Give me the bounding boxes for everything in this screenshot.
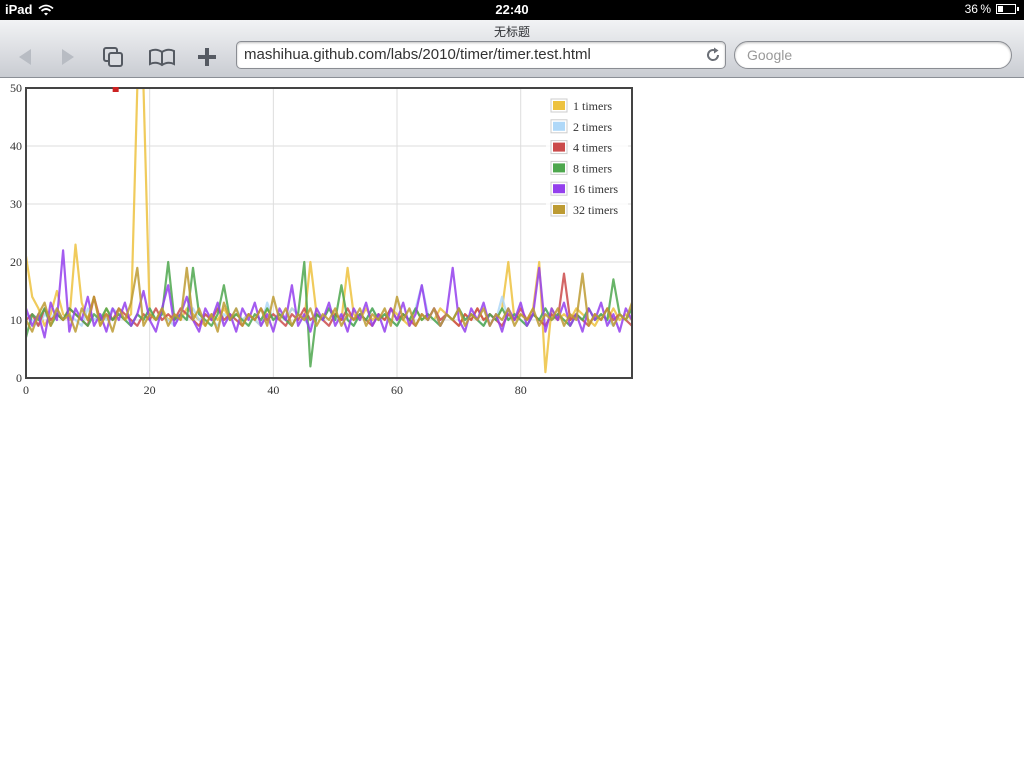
legend-swatch — [553, 121, 565, 131]
forward-icon[interactable] — [53, 44, 83, 70]
chart-grid — [26, 88, 632, 378]
search-input[interactable]: Google — [734, 41, 1012, 69]
legend-label: 4 timers — [573, 141, 612, 155]
legend-label: 8 timers — [573, 161, 612, 175]
timer-chart: 0 10 20 30 40 50 0 20 40 60 80 1 timers 2 timers 4 … — [10, 81, 633, 397]
battery-text: 36 % — [964, 2, 991, 16]
status-bar: iPad 22:40 36 % — [0, 0, 1024, 20]
page-title: 无标题 — [493, 25, 530, 39]
y-tick-label: 50 — [10, 81, 22, 95]
add-icon[interactable] — [192, 44, 222, 70]
wifi-icon — [38, 4, 55, 15]
x-tick-label: 40 — [267, 383, 279, 397]
x-tick-label: 60 — [391, 383, 403, 397]
y-tick-label: 20 — [10, 255, 22, 269]
chart-legend: 1 timers 2 timers 4 timers 8 timers 16 timer… — [546, 94, 628, 224]
plot-frame — [25, 87, 633, 379]
y-tick-label: 10 — [10, 313, 22, 327]
reload-icon[interactable] — [704, 46, 722, 64]
url-field[interactable]: mashihua.github.com/labs/2010/timer/time… — [236, 41, 726, 69]
x-tick-label: 80 — [515, 383, 527, 397]
pages-icon[interactable] — [98, 44, 128, 70]
legend-label: 1 timers — [573, 99, 612, 113]
legend-label: 16 timers — [573, 182, 618, 196]
y-tick-label: 40 — [10, 139, 22, 153]
y-tick-label: 30 — [10, 197, 22, 211]
x-tick-label: 20 — [144, 383, 156, 397]
y-tick-label: 0 — [16, 371, 22, 385]
legend-background — [546, 94, 628, 224]
legend-label: 2 timers — [573, 120, 612, 134]
back-icon[interactable] — [10, 44, 40, 70]
legend-swatch — [553, 163, 565, 173]
status-right: 36 % — [964, 2, 1019, 16]
status-time: 22:40 — [495, 2, 529, 17]
legend-swatch — [553, 184, 565, 194]
legend-swatch — [553, 205, 565, 214]
battery-tip — [1017, 7, 1019, 11]
chart-series — [26, 88, 632, 374]
legend-swatch — [553, 101, 565, 110]
chart-marker — [112, 87, 119, 92]
y-axis-ticks: 0 10 20 30 40 50 — [10, 81, 22, 385]
x-tick-label: 0 — [23, 383, 29, 397]
x-axis-ticks: 0 20 40 60 80 — [23, 383, 527, 397]
browser-toolbar: 无标题 mashihua.github.com/labs/2010/timer/… — [0, 20, 1024, 78]
status-left: iPad — [5, 2, 55, 17]
battery-icon — [996, 4, 1019, 14]
battery-fill — [998, 6, 1003, 12]
series-line-5 — [26, 249, 632, 339]
bookmarks-icon[interactable] — [147, 44, 177, 70]
legend-label: 32 timers — [573, 203, 618, 217]
series-line-1 — [26, 88, 632, 374]
device-name: iPad — [5, 2, 33, 17]
legend-swatch — [553, 142, 565, 152]
series-line-6 — [26, 266, 632, 333]
